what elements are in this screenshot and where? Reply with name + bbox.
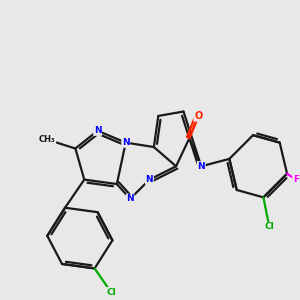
- Text: N: N: [146, 175, 153, 184]
- Text: CH₃: CH₃: [39, 135, 56, 144]
- Text: F: F: [293, 175, 299, 184]
- Text: N: N: [122, 138, 130, 147]
- Text: Cl: Cl: [106, 288, 116, 297]
- Text: N: N: [94, 126, 101, 135]
- Text: N: N: [126, 194, 134, 203]
- Text: Cl: Cl: [265, 223, 274, 232]
- Text: O: O: [194, 111, 202, 121]
- Text: N: N: [197, 162, 205, 171]
